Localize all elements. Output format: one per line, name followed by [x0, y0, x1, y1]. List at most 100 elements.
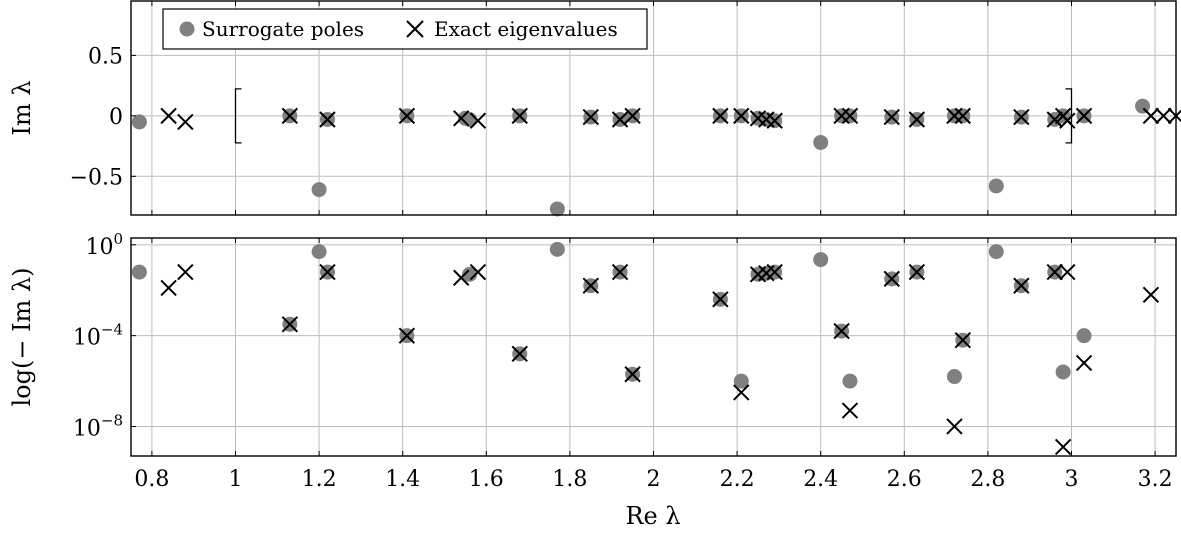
- left-interval-bracket: [234, 88, 242, 144]
- top-exact-eigenvalue: [1142, 107, 1160, 125]
- bottom-surrogate-pole: [733, 373, 749, 389]
- bottom-surrogate-pole: [988, 244, 1004, 260]
- top-surrogate-pole: [549, 201, 565, 217]
- x-tick-label: 1.8: [552, 467, 587, 492]
- top-exact-eigenvalue: [733, 107, 750, 125]
- bottom-exact-eigenvalue: [1059, 263, 1076, 281]
- bottom-exact-eigenvalue: [712, 291, 729, 308]
- bottom-exact-eigenvalue: [908, 263, 926, 281]
- top-exact-eigenvalue: [281, 107, 299, 125]
- top-y-tick-label: 0.5: [88, 44, 123, 69]
- bottom-surrogate-pole: [946, 369, 962, 385]
- top-exact-eigenvalue: [511, 107, 528, 125]
- top-exact-eigenvalue: [766, 112, 783, 129]
- bottom-panel-marks: [131, 241, 1160, 456]
- bottom-panel-grid: [131, 238, 1176, 456]
- bottom-exact-eigenvalue: [733, 384, 750, 401]
- bottom-exact-eigenvalue: [177, 263, 194, 281]
- top-exact-eigenvalue: [883, 108, 900, 126]
- x-tick-label: 1: [229, 467, 243, 492]
- bottom-exact-eigenvalue: [281, 316, 299, 333]
- bottom-exact-eigenvalue: [946, 418, 963, 435]
- bottom-exact-eigenvalue: [954, 331, 972, 349]
- top-exact-eigenvalue: [841, 107, 859, 125]
- bottom-exact-eigenvalue: [833, 322, 850, 340]
- bottom-exact-eigenvalue: [1013, 277, 1030, 294]
- bottom-surrogate-pole: [813, 252, 829, 268]
- top-y-axis-label: Im λ: [8, 80, 36, 135]
- x-tick-label: 2.8: [970, 467, 1005, 492]
- bottom-exact-eigenvalue: [766, 263, 783, 281]
- top-exact-eigenvalue: [469, 112, 487, 129]
- bottom-exact-eigenvalue: [841, 402, 859, 419]
- legend-exact-marker: [406, 20, 424, 38]
- top-exact-eigenvalue: [833, 107, 850, 125]
- bottom-exact-eigenvalue: [1046, 263, 1063, 281]
- bottom-exact-eigenvalue: [511, 345, 528, 363]
- bottom-surrogate-pole: [549, 241, 565, 257]
- top-exact-eigenvalue: [1059, 112, 1076, 129]
- bottom-exact-eigenvalue: [883, 270, 900, 288]
- x-tick-label: 2.2: [720, 467, 755, 492]
- x-tick-label: 2.6: [887, 467, 922, 492]
- top-exact-eigenvalue: [177, 113, 194, 131]
- top-panel-marks: [131, 98, 1181, 217]
- top-exact-eigenvalue: [453, 110, 470, 127]
- interval-brackets: [234, 88, 1073, 144]
- x-tick-label: 2: [647, 467, 661, 492]
- top-surrogate-pole: [988, 178, 1004, 194]
- bottom-exact-eigenvalue: [398, 327, 416, 344]
- x-tick-label: 3: [1065, 467, 1079, 492]
- bottom-exact-eigenvalue: [319, 263, 336, 281]
- top-exact-eigenvalue: [954, 107, 972, 125]
- bottom-exact-eigenvalue: [611, 263, 629, 281]
- x-axis-ticks: 0.8 1 1.2 1.4 1.6 1.8 2 2.2 2.4 2.6 2.8 3 3.2: [134, 1, 1173, 492]
- bottom-surrogate-pole: [842, 373, 858, 389]
- right-interval-bracket: [1065, 88, 1073, 144]
- x-axis-label: Re λ: [625, 502, 680, 530]
- top-exact-eigenvalue: [1075, 107, 1093, 125]
- bottom-panel-y-ticks: 100 10−4 10−8: [73, 230, 136, 441]
- bottom-y-tick-label: 10−8: [73, 411, 123, 441]
- x-tick-label: 1.4: [385, 467, 420, 492]
- top-surrogate-pole: [131, 114, 147, 130]
- top-exact-eigenvalue: [1155, 107, 1172, 125]
- x-tick-label: 0.8: [134, 467, 169, 492]
- bottom-y-axis-label: log(− Im λ): [8, 267, 36, 406]
- bottom-y-tick-label: 10−4: [73, 321, 123, 351]
- bottom-exact-eigenvalue: [453, 269, 470, 286]
- bottom-surrogate-pole: [131, 264, 147, 280]
- legend-exact-label: Exact eigenvalues: [434, 17, 618, 41]
- bottom-surrogate-pole: [1076, 328, 1092, 344]
- top-exact-eigenvalue: [611, 111, 629, 128]
- top-exact-eigenvalue: [582, 108, 600, 126]
- legend-surrogate-label: Surrogate poles: [202, 17, 364, 41]
- x-tick-label: 1.2: [302, 467, 337, 492]
- top-exact-eigenvalue: [398, 107, 416, 125]
- top-exact-eigenvalue: [712, 107, 729, 125]
- legend-surrogate-marker: [179, 21, 195, 37]
- top-surrogate-pole: [813, 134, 829, 150]
- top-y-tick-label: −0.5: [70, 165, 123, 190]
- top-exact-eigenvalue: [319, 111, 336, 128]
- bottom-y-tick-label: 100: [85, 230, 123, 260]
- top-surrogate-pole: [311, 182, 327, 198]
- top-y-tick-label: 0: [109, 105, 123, 130]
- bottom-surrogate-pole: [311, 244, 327, 260]
- bottom-exact-eigenvalue: [469, 263, 487, 281]
- bottom-exact-eigenvalue: [160, 279, 177, 297]
- bottom-exact-eigenvalue: [582, 277, 600, 294]
- bottom-surrogate-pole: [1055, 364, 1071, 380]
- bottom-exact-eigenvalue: [1075, 354, 1093, 372]
- legend: Surrogate poles Exact eigenvalues: [162, 8, 648, 50]
- top-exact-eigenvalue: [624, 107, 641, 125]
- x-tick-label: 1.6: [469, 467, 504, 492]
- x-tick-label: 2.4: [803, 467, 838, 492]
- top-exact-eigenvalue: [1013, 108, 1030, 126]
- legend-box: [162, 8, 648, 50]
- bottom-exact-eigenvalue: [1054, 438, 1072, 456]
- x-tick-label: 3.2: [1138, 467, 1173, 492]
- top-exact-eigenvalue: [160, 107, 177, 125]
- top-exact-eigenvalue: [946, 107, 963, 125]
